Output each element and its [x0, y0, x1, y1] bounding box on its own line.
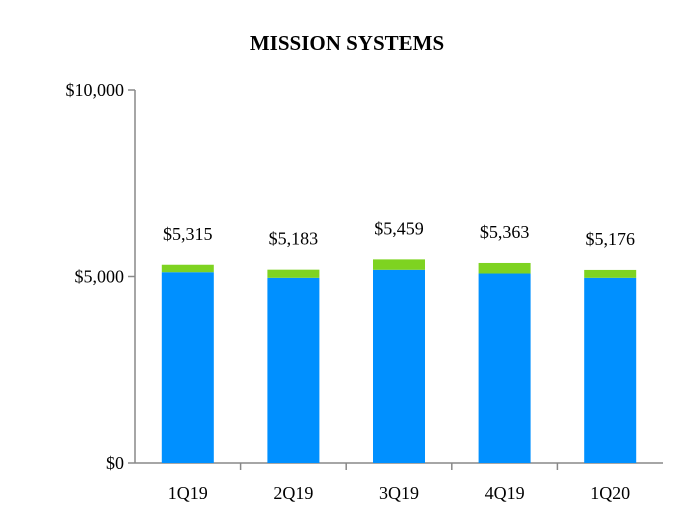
bar-segment — [584, 277, 637, 463]
bar-segment — [373, 269, 425, 463]
x-category-label: 2Q19 — [273, 483, 313, 503]
bar-total-label: $5,363 — [480, 222, 530, 242]
bar-segment — [373, 259, 425, 270]
y-tick-label: $0 — [106, 453, 124, 473]
y-tick-label: $5,000 — [75, 267, 125, 287]
y-tick-label: $10,000 — [66, 80, 125, 100]
chart-title: MISSION SYSTEMS — [250, 31, 444, 55]
bar-total-label: $5,459 — [374, 218, 424, 238]
bar-total-label: $5,183 — [269, 229, 319, 249]
bar-segment — [267, 277, 320, 463]
bar-segment — [478, 273, 531, 463]
bar-segment — [478, 262, 531, 274]
bar-segment — [267, 269, 320, 278]
chart-bars — [161, 259, 637, 463]
chart-axes: $0 $5,000 $10,000 — [66, 80, 663, 473]
bar-total-label: $5,315 — [163, 224, 213, 244]
x-category-label: 4Q19 — [485, 483, 525, 503]
chart-labels: 1Q19 $5,315 2Q19 $5,183 3Q19 $5,459 4Q19 $5,363… — [163, 218, 635, 503]
bar-segment — [584, 269, 637, 278]
x-category-label: 1Q19 — [168, 483, 208, 503]
x-category-label: 3Q19 — [379, 483, 419, 503]
bar-segment — [161, 264, 214, 273]
bar-total-label: $5,176 — [585, 229, 635, 249]
bar-segment — [161, 272, 214, 463]
x-category-label: 1Q20 — [590, 483, 630, 503]
